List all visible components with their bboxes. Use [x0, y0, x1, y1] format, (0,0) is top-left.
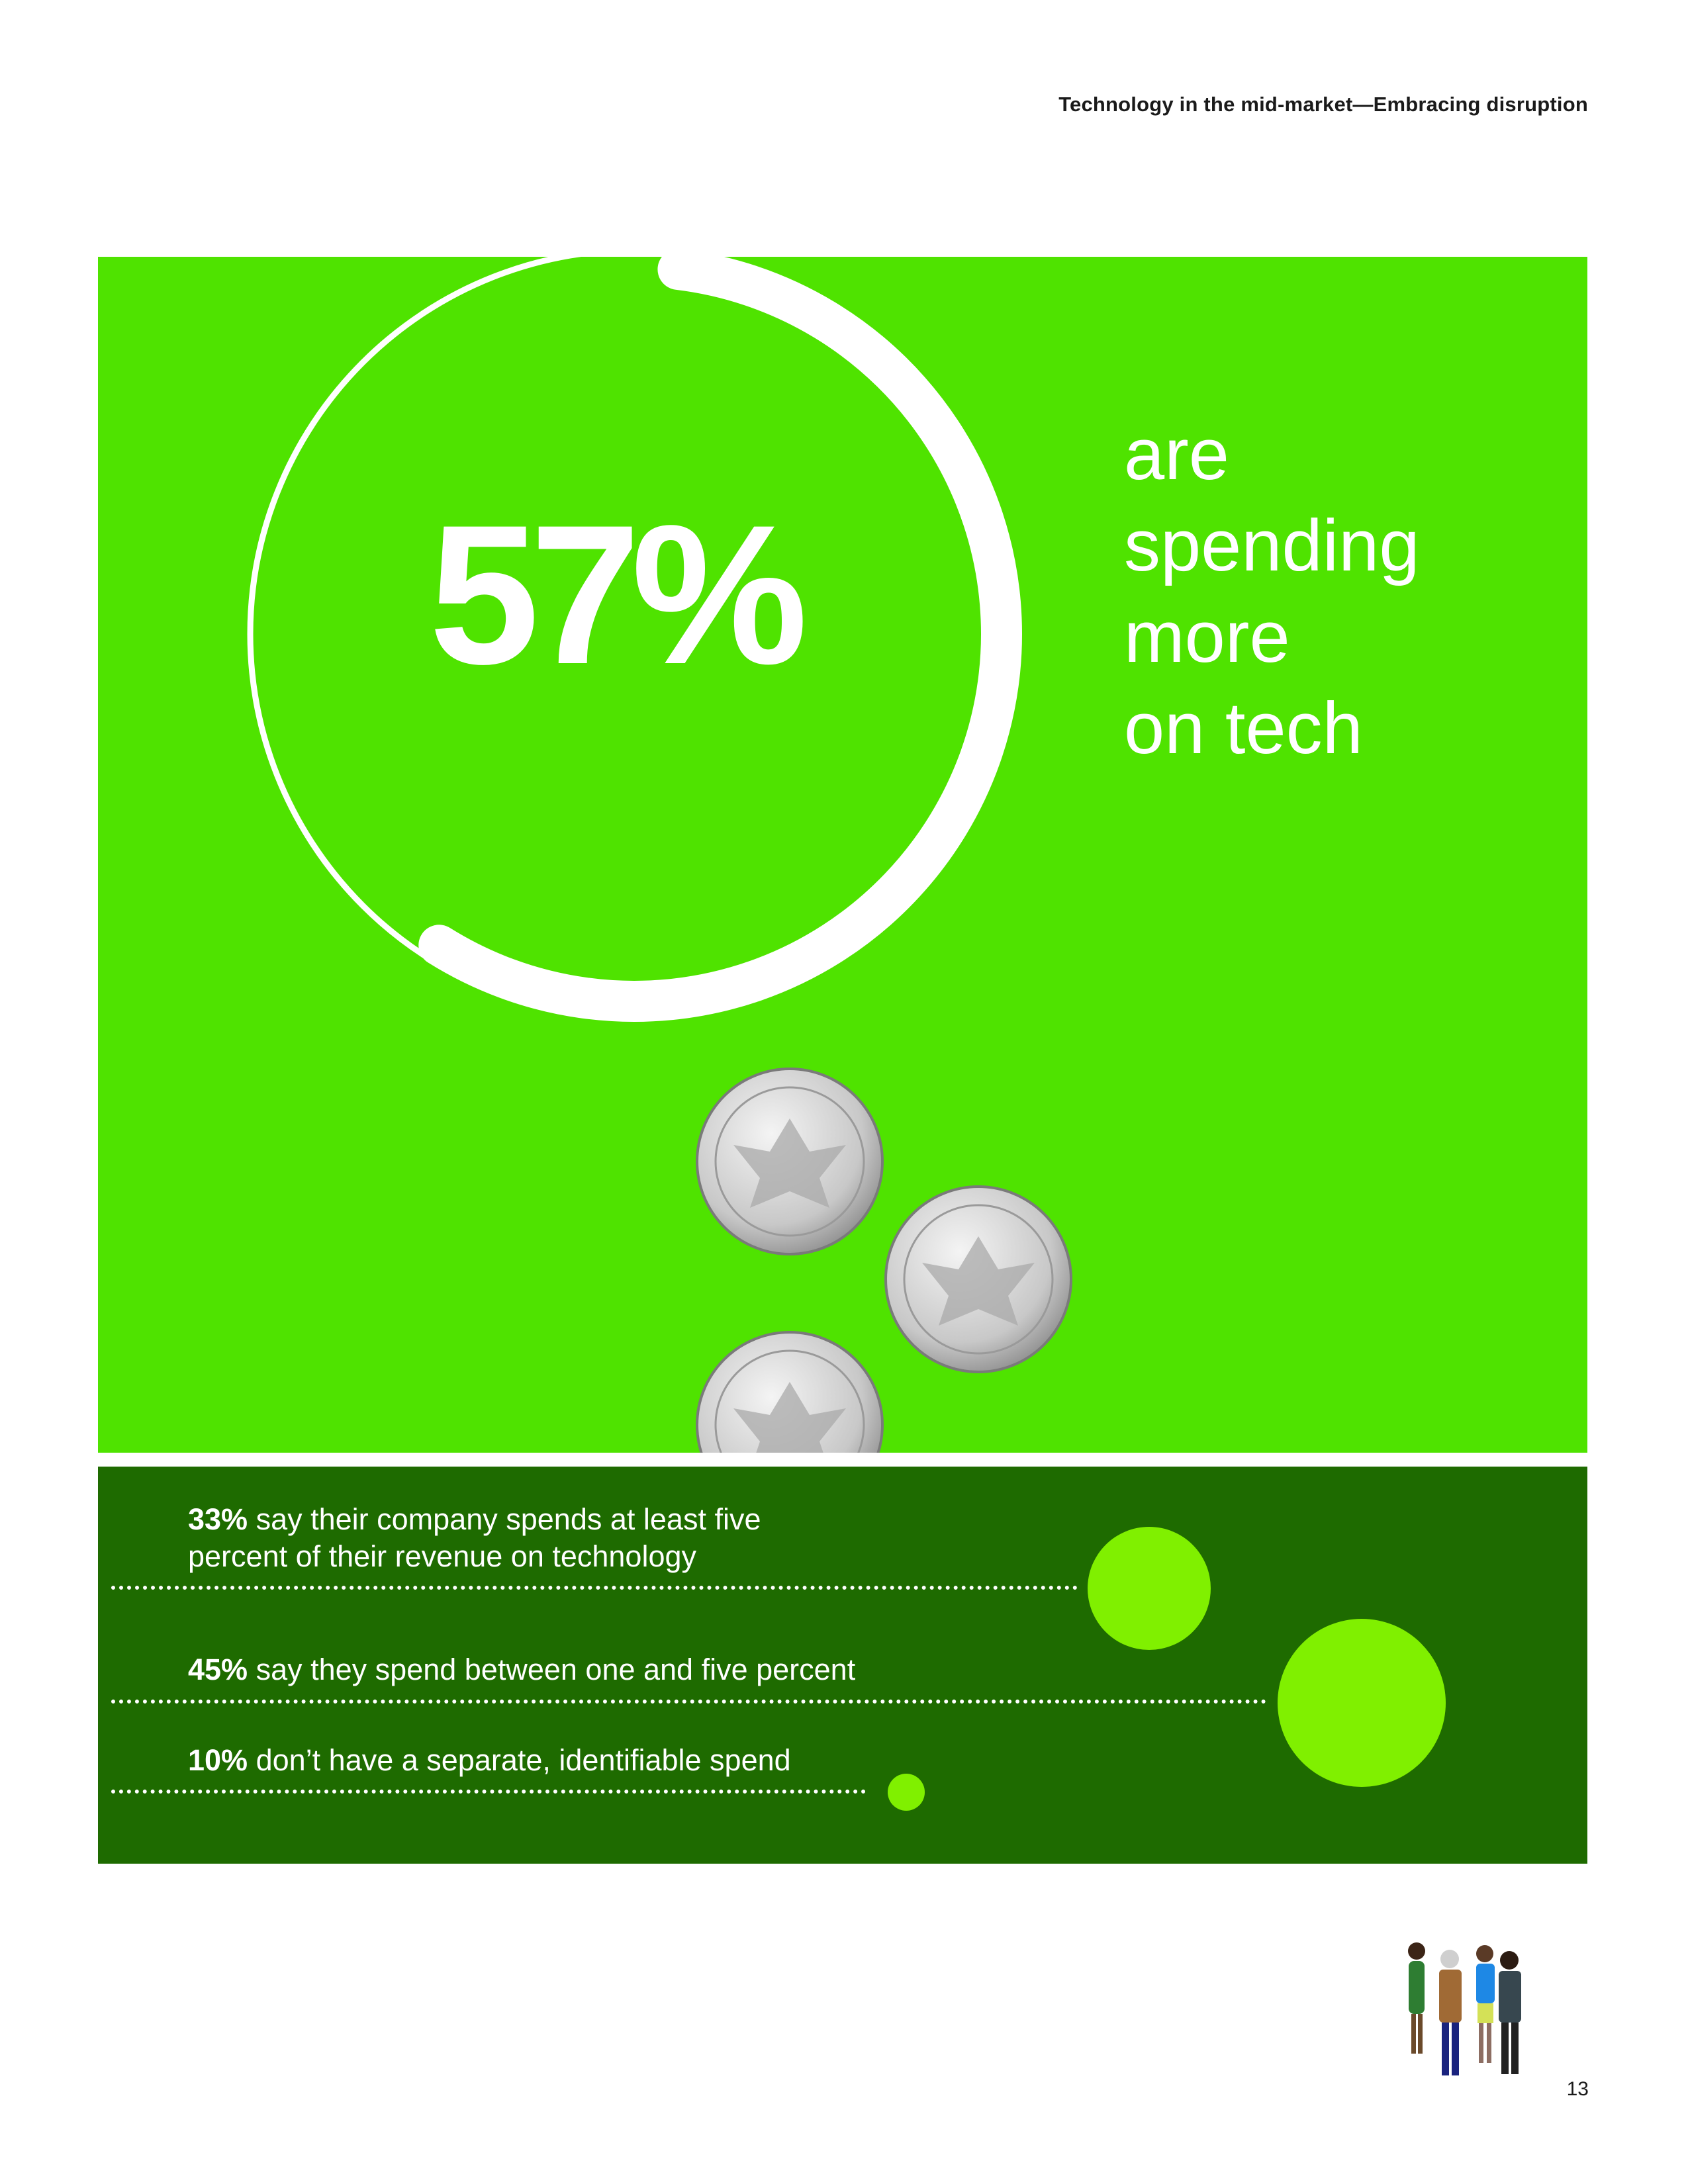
- share-bubble: [1088, 1527, 1211, 1650]
- breakdown-text: say they spend between one and five perc…: [248, 1653, 856, 1686]
- hero-percent: 57%: [429, 483, 808, 705]
- hero-statement: are spending more on tech: [1124, 409, 1420, 774]
- breakdown-item: 33% say their company spends at least fi…: [188, 1501, 761, 1575]
- hero-statement-line: spending: [1124, 505, 1420, 586]
- breakdown-text: don’t have a separate, identifiable spen…: [248, 1743, 791, 1777]
- coin-icon: [696, 1068, 884, 1255]
- hero-panel: 57% are spending more on tech: [98, 257, 1587, 1453]
- page-number: 13: [1566, 2078, 1589, 2100]
- progress-ring: [247, 257, 1022, 1022]
- people-illustration: [1408, 1942, 1521, 2075]
- dotted-leader: [111, 1700, 1266, 1704]
- coin-icon: [884, 1185, 1072, 1373]
- breakdown-item: 10% don’t have a separate, identifiable …: [188, 1742, 791, 1779]
- coin-icon: [696, 1331, 884, 1453]
- dotted-leader: [111, 1790, 866, 1794]
- breakdown-value: 33%: [188, 1502, 248, 1536]
- hero-statement-line: more: [1124, 596, 1290, 678]
- breakdown-text: say their company spends at least five: [248, 1502, 761, 1536]
- ring-progress-arc: [418, 257, 1022, 1022]
- breakdown-value: 10%: [188, 1743, 248, 1777]
- breakdown-value: 45%: [188, 1653, 248, 1686]
- running-header: Technology in the mid-market—Embracing d…: [1058, 93, 1588, 116]
- share-bubble: [888, 1774, 925, 1811]
- breakdown-item: 45% say they spend between one and five …: [188, 1651, 855, 1688]
- breakdown-text: percent of their revenue on technology: [188, 1539, 697, 1573]
- hero-statement-line: are: [1124, 414, 1229, 495]
- dotted-leader: [111, 1586, 1078, 1590]
- hero-statement-line: on tech: [1124, 688, 1363, 769]
- share-bubble: [1278, 1619, 1446, 1787]
